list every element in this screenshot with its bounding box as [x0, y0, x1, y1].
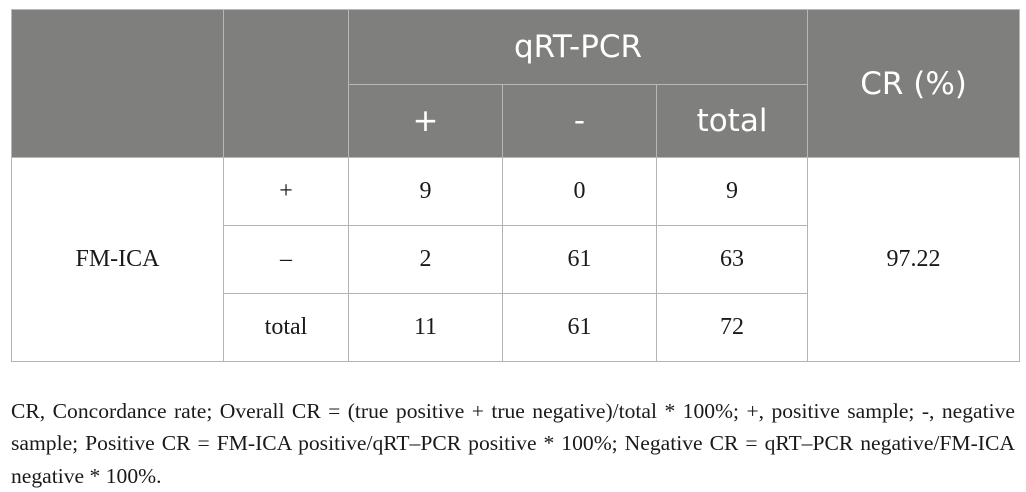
table-cell: 61	[502, 225, 657, 294]
row-label: +	[223, 157, 349, 226]
table-footnote: CR, Concordance rate; Overall CR = (true…	[11, 398, 1015, 488]
header-group-qrt-pcr: qRT-PCR	[347, 9, 809, 85]
table-header: qRT-PCR CR (%) + - total	[11, 9, 1021, 158]
row-label: –	[223, 225, 349, 294]
table-cell: 0	[502, 157, 657, 226]
header-positive: +	[348, 84, 503, 158]
table-cell: 11	[348, 293, 503, 362]
table-cell: 2	[348, 225, 503, 294]
table-cell: 61	[502, 293, 657, 362]
table-cell: 9	[655, 157, 809, 226]
table-row: total 11 61 72	[12, 293, 1020, 362]
concordance-table: qRT-PCR CR (%) + - total FM-ICA + 9 0 9 …	[11, 9, 1021, 362]
header-cr-percent: CR (%)	[807, 9, 1021, 158]
table-body: FM-ICA + 9 0 9 97.22 – 2 61 63 total 11 …	[11, 157, 1021, 362]
table-row: FM-ICA + 9 0 9 97.22	[11, 157, 1021, 362]
concordance-table-container: qRT-PCR CR (%) + - total FM-ICA + 9 0 9 …	[11, 9, 1021, 362]
row-group-label: FM-ICA	[11, 157, 224, 362]
header-total: total	[655, 84, 809, 158]
table-row: – 2 61 63	[12, 225, 1020, 294]
header-empty-cell	[223, 9, 349, 158]
table-cell: 72	[655, 293, 809, 362]
header-negative: -	[502, 84, 657, 158]
header-empty-cell	[11, 9, 224, 158]
table-cell: 9	[348, 157, 503, 226]
cr-value: 97.22	[807, 157, 1021, 362]
table-cell: 63	[655, 225, 809, 294]
row-label: total	[223, 293, 349, 362]
